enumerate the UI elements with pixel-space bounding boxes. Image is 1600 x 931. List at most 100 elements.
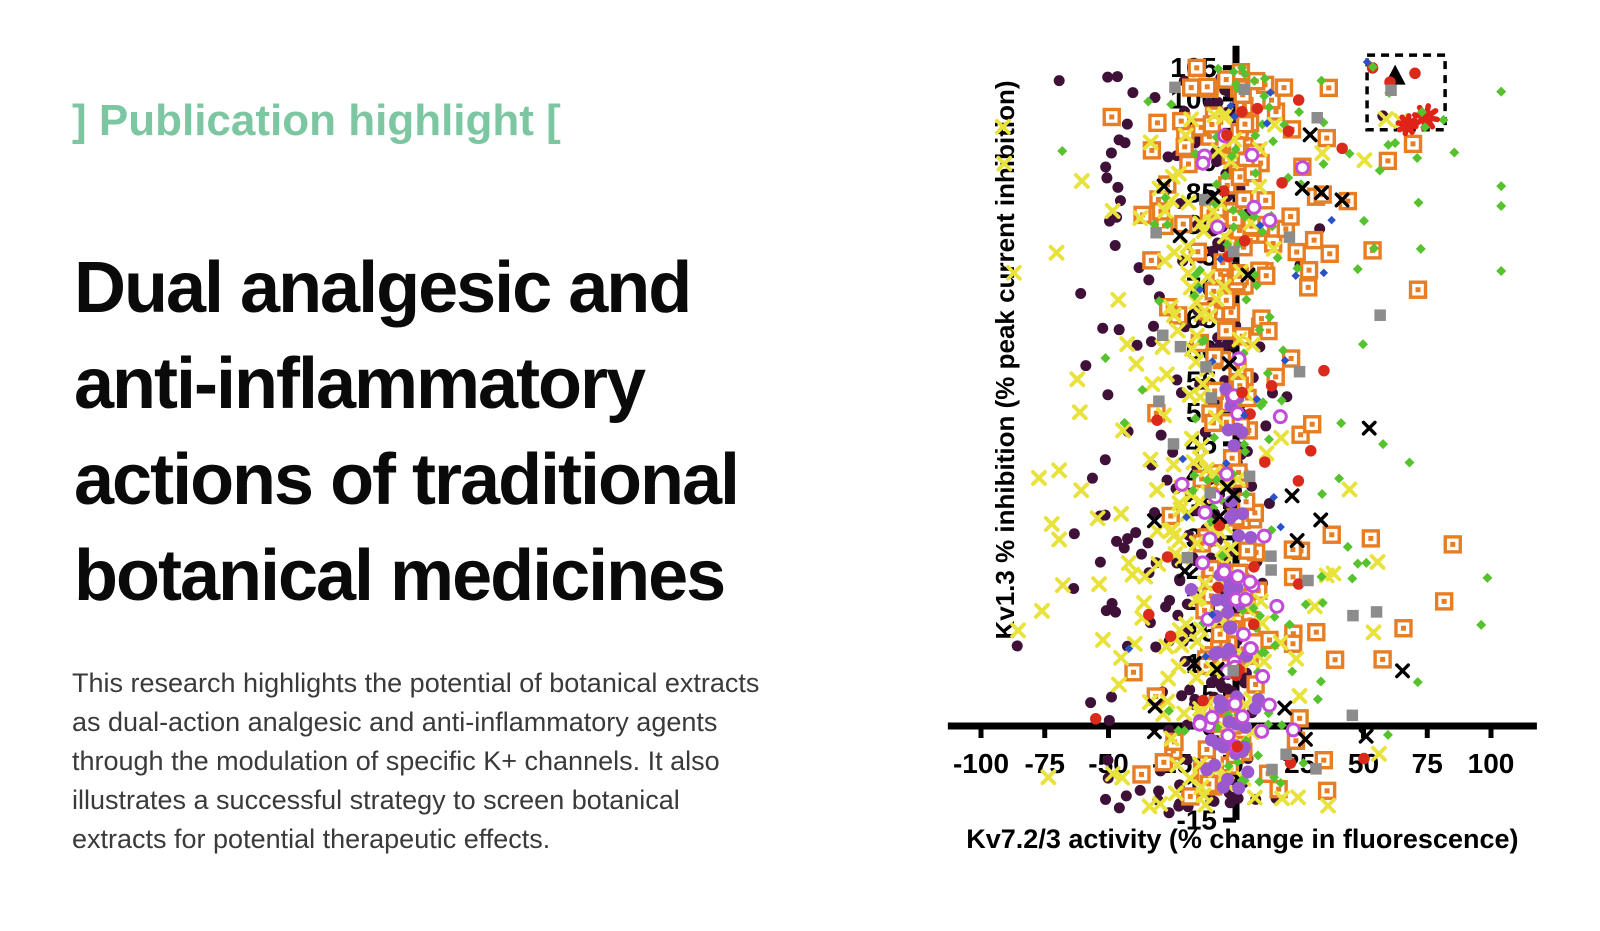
data-point (1347, 609, 1359, 622)
data-point (1320, 797, 1337, 814)
data-point (1048, 244, 1065, 261)
data-point (1185, 161, 1191, 167)
data-point (1317, 489, 1328, 500)
data-point (1031, 470, 1047, 486)
data-point (1441, 598, 1447, 604)
data-point (1284, 757, 1297, 769)
data-point (1251, 280, 1262, 291)
data-point (1145, 336, 1157, 348)
data-point (1280, 356, 1290, 365)
data-point (1264, 311, 1275, 322)
data-point (1162, 219, 1173, 230)
data-point (1250, 168, 1261, 179)
data-point (1244, 408, 1256, 420)
data-point (1119, 417, 1130, 428)
data-point (1137, 384, 1148, 395)
data-point (1252, 593, 1269, 610)
data-point (1222, 239, 1233, 250)
data-point (1156, 329, 1169, 342)
data-point (1149, 147, 1155, 153)
data-point (1127, 87, 1139, 99)
data-point (1166, 244, 1183, 261)
data-point (1243, 640, 1259, 656)
data-point (1334, 192, 1350, 208)
data-point (1259, 456, 1271, 468)
data-point (1268, 136, 1279, 147)
scatter-chart-figure: -100-75-50-250255075100-15-10-5051015202… (930, 30, 1580, 910)
data-point (1244, 147, 1260, 163)
data-point (1241, 103, 1247, 109)
data-point (1238, 235, 1251, 247)
data-point (1358, 728, 1374, 744)
data-point (1158, 208, 1164, 214)
data-point (1200, 361, 1212, 373)
data-point (1221, 423, 1235, 437)
data-point (1099, 454, 1111, 466)
data-point (1496, 200, 1507, 211)
data-point (1195, 249, 1201, 255)
data-point (1178, 454, 1188, 464)
data-point (1305, 284, 1311, 290)
y-axis-title: Kv1.3 % inhibition (% peak current inhib… (990, 80, 1020, 639)
data-point (1221, 605, 1235, 619)
data-point (1109, 240, 1121, 252)
data-point (1211, 179, 1222, 190)
data-point (1240, 267, 1256, 283)
data-point (1212, 581, 1224, 594)
data-point (1240, 446, 1251, 457)
data-point (1173, 637, 1190, 654)
data-point (1199, 476, 1205, 482)
data-point (1196, 575, 1213, 592)
data-point (1276, 786, 1282, 792)
data-point (1204, 84, 1210, 90)
data-point (1309, 421, 1315, 427)
data-point (1336, 142, 1348, 155)
data-point (1199, 335, 1210, 346)
data-point (1314, 145, 1331, 162)
data-point (1197, 694, 1209, 707)
data-point (1318, 158, 1329, 169)
data-point (1293, 365, 1306, 378)
data-point (1051, 531, 1068, 548)
title-line-4: botanical medicines (74, 536, 726, 616)
data-point (1275, 777, 1286, 788)
data-point (1113, 134, 1125, 146)
data-point (1217, 631, 1223, 637)
data-point (1246, 199, 1262, 215)
data-point (1256, 647, 1267, 658)
data-point (1202, 607, 1208, 613)
data-point (1319, 268, 1329, 278)
data-point (1188, 354, 1204, 370)
data-point (1089, 510, 1106, 527)
data-point (1184, 583, 1198, 597)
data-point (1204, 710, 1220, 726)
data-point (1311, 111, 1323, 124)
data-point (1395, 113, 1419, 137)
data-point (1238, 69, 1244, 75)
data-point (1450, 541, 1456, 547)
data-point (1311, 237, 1317, 243)
data-point (1194, 265, 1205, 276)
data-point (1211, 474, 1222, 485)
data-point (1147, 698, 1163, 714)
data-point (1223, 328, 1229, 334)
data-point (1167, 438, 1180, 450)
data-point (1290, 631, 1296, 637)
data-point (1298, 758, 1309, 769)
data-point (1124, 566, 1141, 583)
data-point (1104, 203, 1121, 219)
data-point (1261, 697, 1277, 713)
data-point (1169, 322, 1186, 339)
data-point (1178, 118, 1184, 124)
data-point (1383, 139, 1394, 150)
data-point (1142, 134, 1159, 151)
data-point (1266, 637, 1272, 643)
data-point (1172, 228, 1188, 244)
data-point (1235, 425, 1249, 439)
data-point (1102, 71, 1114, 83)
data-point (1202, 531, 1218, 547)
data-point (1287, 666, 1298, 677)
data-point (1124, 644, 1134, 653)
data-point (1449, 147, 1460, 158)
data-point (1137, 568, 1154, 585)
